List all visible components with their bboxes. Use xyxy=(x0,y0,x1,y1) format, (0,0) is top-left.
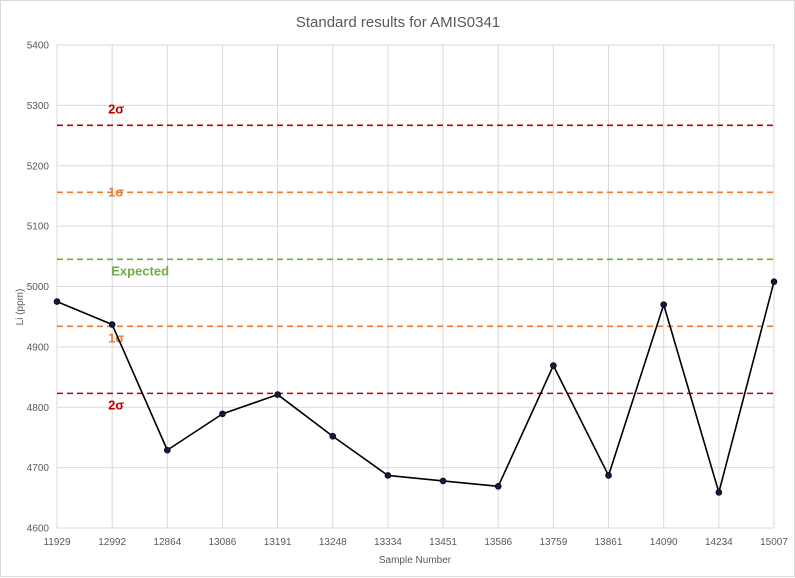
x-tick-label: 13191 xyxy=(264,537,292,548)
x-tick-label: 14090 xyxy=(650,537,678,548)
data-point xyxy=(660,301,667,308)
data-point xyxy=(439,477,447,485)
y-tick-label: 4800 xyxy=(27,403,50,414)
reference-line-label: Expected xyxy=(111,263,169,278)
data-point xyxy=(329,432,337,440)
x-tick-label: 11929 xyxy=(43,537,71,548)
chart-title: Standard results for AMIS0341 xyxy=(296,14,500,31)
data-point xyxy=(550,362,557,369)
y-tick-label: 5200 xyxy=(27,161,50,172)
x-axis-label: Sample Number xyxy=(379,555,452,566)
data-point xyxy=(770,278,778,285)
x-tick-label: 12864 xyxy=(153,537,181,548)
x-tick-label: 12992 xyxy=(98,537,126,548)
y-tick-label: 5300 xyxy=(27,101,50,112)
data-point xyxy=(494,483,502,490)
y-axis-ticks: 4600 4700 4800 4900 5000 5100 5200 5300 5400 xyxy=(27,41,50,535)
series-line xyxy=(56,281,775,494)
x-tick-label: 13334 xyxy=(374,537,402,548)
data-point xyxy=(274,391,281,398)
x-tick-label: 13451 xyxy=(429,537,457,548)
x-tick-label: 13086 xyxy=(209,537,237,548)
reference-line-label: 2σ xyxy=(108,101,124,116)
x-tick-label: 13861 xyxy=(595,537,623,548)
y-tick-label: 4900 xyxy=(27,342,50,353)
y-tick-label: 4700 xyxy=(27,463,50,474)
gridlines xyxy=(56,44,775,529)
x-tick-label: 14234 xyxy=(705,537,733,548)
y-tick-label: 4600 xyxy=(27,524,50,535)
reference-line-label: 1σ xyxy=(108,184,124,199)
data-series xyxy=(53,278,778,496)
data-point xyxy=(605,472,612,479)
y-tick-label: 5100 xyxy=(27,222,50,233)
reference-line-label: 2σ xyxy=(108,397,124,412)
data-point xyxy=(108,321,116,328)
y-tick-label: 5000 xyxy=(27,282,50,293)
x-tick-label: 15007 xyxy=(760,537,788,548)
x-tick-label: 13759 xyxy=(539,537,567,548)
data-point xyxy=(715,489,723,496)
x-tick-label: 13248 xyxy=(319,537,347,548)
y-axis-label: Li (ppm) xyxy=(15,289,26,326)
data-point xyxy=(219,410,226,418)
y-tick-label: 5400 xyxy=(27,41,50,52)
data-point xyxy=(384,472,392,479)
data-point xyxy=(53,298,61,305)
data-point xyxy=(164,446,171,454)
x-tick-label: 13586 xyxy=(484,537,512,548)
x-axis-ticks: 11929 12992 12864 13086 13191 13248 13334 13451… xyxy=(43,537,788,548)
